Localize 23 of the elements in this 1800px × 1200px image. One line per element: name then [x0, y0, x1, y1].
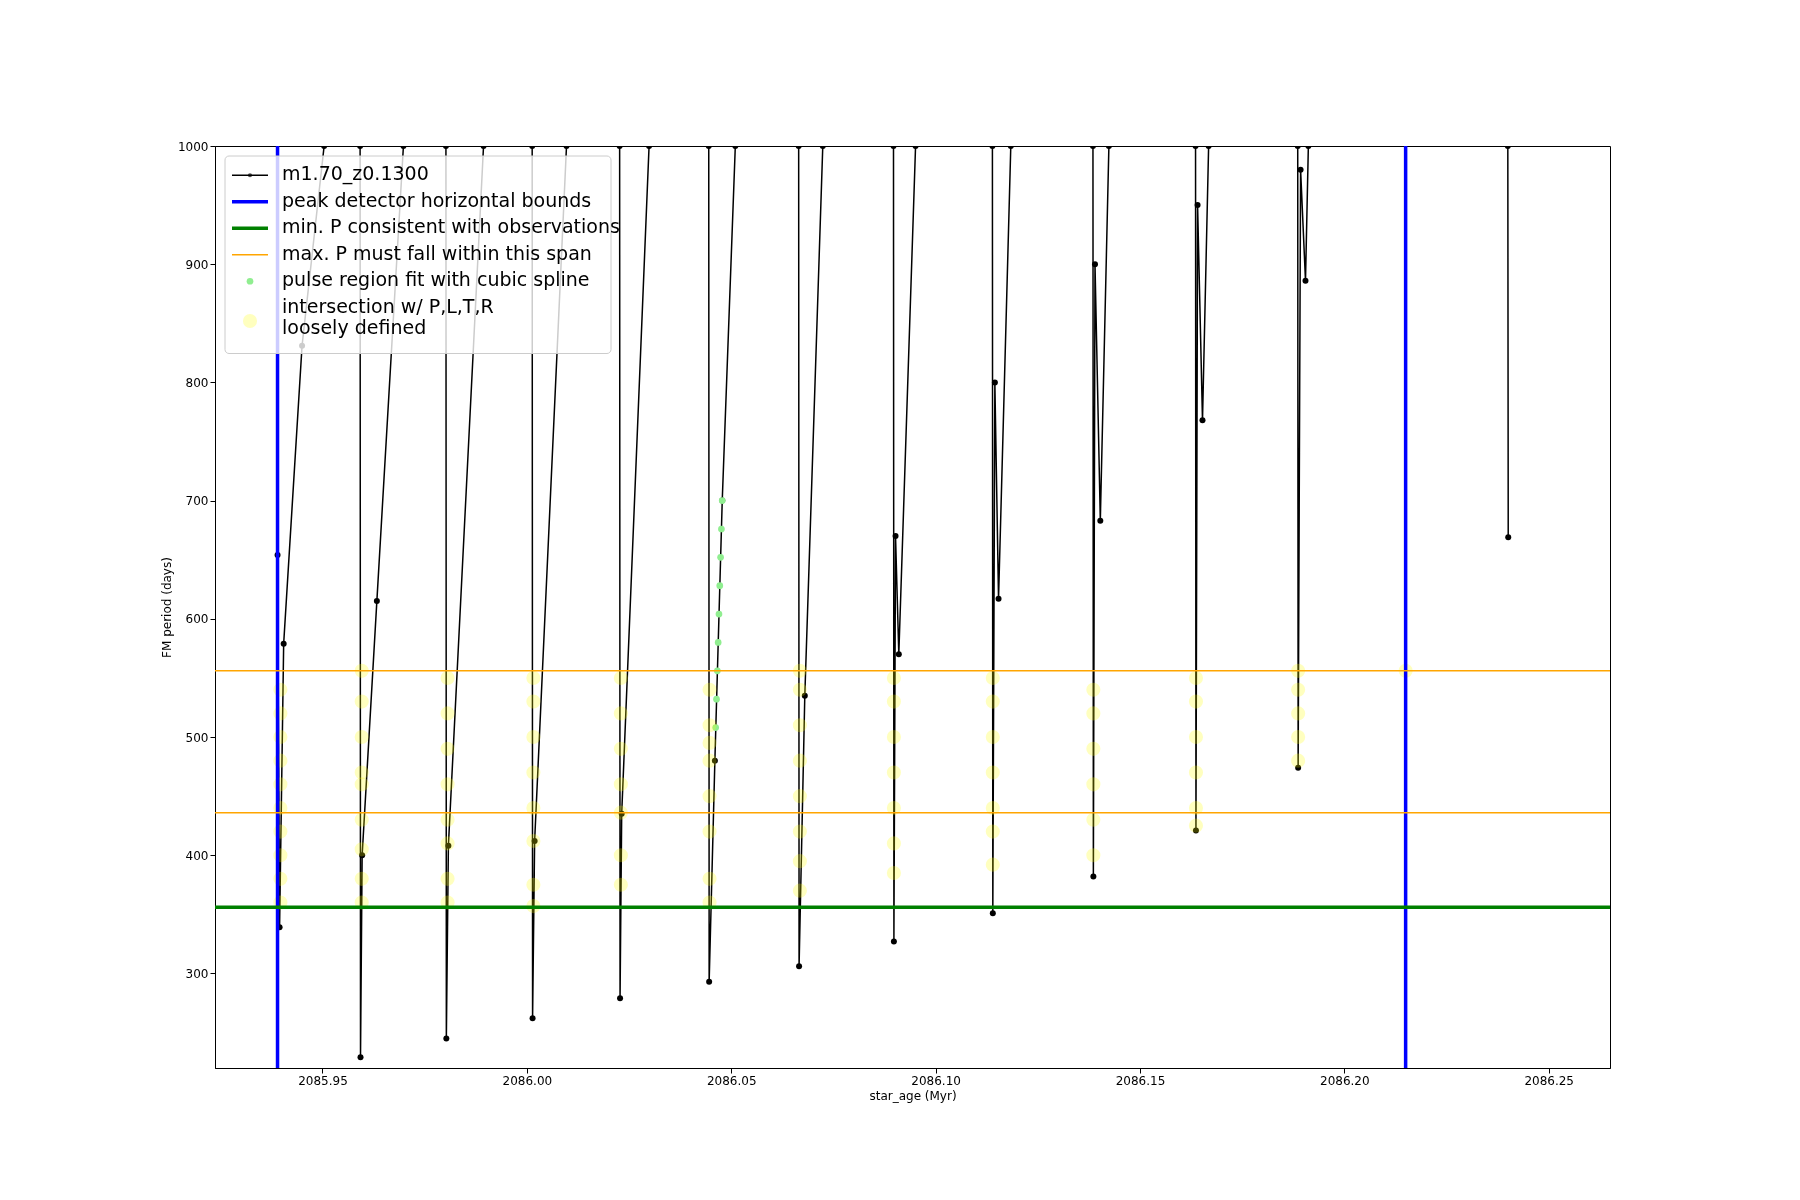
y-tick-label: 1000 [177, 139, 209, 154]
x-tick-label: 2086.20 [1320, 1073, 1370, 1088]
y-tick-label: 700 [185, 494, 209, 509]
x-tick-label: 2086.00 [502, 1073, 553, 1088]
x-tick-label: 2086.10 [911, 1073, 961, 1088]
x-tick-label: 2086.25 [1524, 1073, 1574, 1088]
x-axis-title: star_age (Myr) [869, 1088, 957, 1103]
x-tick-label: 2086.05 [706, 1073, 757, 1088]
y-tick-label: 500 [185, 730, 209, 745]
ref-line-label: peak detector horizontal bounds [282, 188, 592, 211]
y-tick-label: 400 [185, 848, 209, 863]
legend-label: max. P must fall within this span [282, 241, 592, 264]
legend-label: intersection w/ P,L,T,R loosely defined [282, 294, 494, 338]
x-tick-label: 2086.15 [1115, 1073, 1166, 1088]
y-tick-label: 300 [185, 966, 209, 981]
legend-label: pulse region fit with cubic spline [282, 268, 590, 290]
legend-label: m1.70_z0.1300 [282, 162, 429, 185]
legend-label: min. P consistent with observations [282, 215, 620, 237]
x-tick-label: 2085.95 [298, 1073, 348, 1088]
y-tick-label: 900 [185, 257, 209, 272]
y-axis-title: FM period (days) [159, 557, 174, 658]
y-tick-label: 600 [185, 612, 209, 627]
y-tick-label: 800 [185, 375, 209, 390]
